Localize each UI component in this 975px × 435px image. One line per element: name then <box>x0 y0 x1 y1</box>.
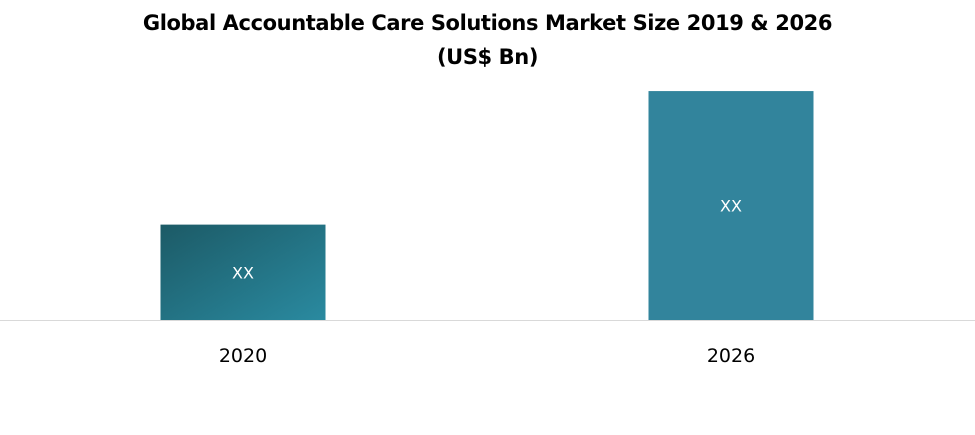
x-tick-label-2020: 2020 <box>219 345 267 367</box>
data-label-2020: XX <box>232 263 254 282</box>
chart-subtitle: (US$ Bn) <box>436 45 539 69</box>
chart-title: Global Accountable Care Solutions Market… <box>142 11 833 35</box>
x-tick-label-2026: 2026 <box>707 345 755 367</box>
labels: XX 2020 XX 2026 <box>219 197 755 367</box>
bar-2026 <box>648 91 814 320</box>
bars <box>160 91 814 320</box>
data-label-2026: XX <box>720 197 742 216</box>
bar-2020 <box>160 224 326 320</box>
